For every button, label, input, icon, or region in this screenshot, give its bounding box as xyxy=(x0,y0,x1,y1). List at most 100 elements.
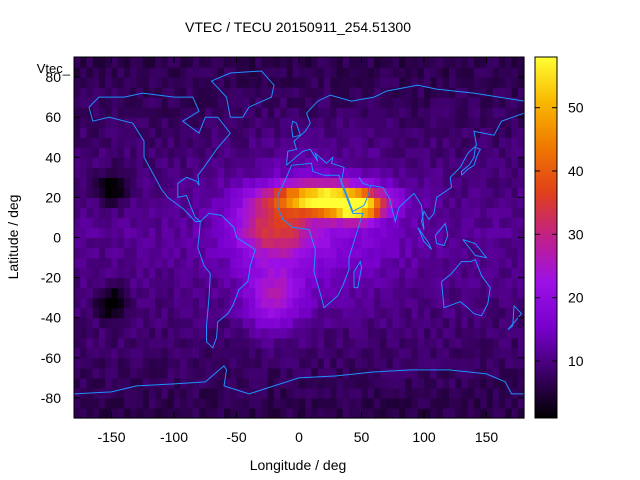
heatmap-cell xyxy=(167,267,175,279)
heatmap-cell xyxy=(267,187,275,198)
heatmap-cell xyxy=(236,147,244,158)
heatmap-cell xyxy=(180,137,188,148)
heatmap-cell xyxy=(386,137,394,148)
heatmap-cell xyxy=(299,247,306,259)
heatmap-cell xyxy=(442,407,450,419)
heatmap-cell xyxy=(467,347,475,359)
heatmap-cell xyxy=(130,287,138,299)
heatmap-cell xyxy=(474,97,481,108)
heatmap-cell xyxy=(505,337,513,349)
heatmap-cell xyxy=(399,247,406,259)
heatmap-cell xyxy=(461,177,469,188)
heatmap-cell xyxy=(374,377,381,389)
heatmap-cell xyxy=(499,67,506,78)
heatmap-cell xyxy=(449,147,456,158)
heatmap-cell xyxy=(474,227,481,239)
heatmap-cell xyxy=(399,397,406,409)
heatmap-cell xyxy=(305,57,313,68)
heatmap-cell xyxy=(442,167,450,178)
heatmap-cell xyxy=(474,137,481,148)
heatmap-cell xyxy=(330,137,338,148)
heatmap-cell xyxy=(492,397,500,409)
heatmap-cell xyxy=(349,127,356,138)
heatmap-cell xyxy=(280,357,288,369)
heatmap-cell xyxy=(361,87,369,98)
heatmap-cell xyxy=(292,277,300,289)
heatmap-cell xyxy=(455,67,463,78)
heatmap-cell xyxy=(317,237,325,249)
heatmap-cell xyxy=(474,287,481,299)
heatmap-cell xyxy=(280,137,288,148)
heatmap-cell xyxy=(167,147,175,158)
heatmap-cell xyxy=(461,157,469,168)
heatmap-cell xyxy=(324,167,331,178)
heatmap-cell xyxy=(99,217,106,229)
heatmap-cell xyxy=(236,407,244,419)
heatmap-cell xyxy=(149,117,156,128)
heatmap-cell xyxy=(211,167,219,178)
heatmap-cell xyxy=(392,107,400,118)
heatmap-cell xyxy=(92,167,100,178)
heatmap-cell xyxy=(286,377,294,389)
heatmap-cell xyxy=(355,217,363,229)
heatmap-cell xyxy=(117,217,125,229)
heatmap-cell xyxy=(199,197,206,209)
heatmap-cell xyxy=(280,227,288,239)
heatmap-cell xyxy=(361,77,369,88)
heatmap-cell xyxy=(224,87,231,98)
heatmap-cell xyxy=(180,367,188,379)
heatmap-cell xyxy=(99,337,106,349)
heatmap-cell xyxy=(292,137,300,148)
heatmap-cell xyxy=(211,197,219,209)
heatmap-cell xyxy=(130,187,138,198)
heatmap-cell xyxy=(392,397,400,409)
heatmap-cell xyxy=(261,257,269,269)
heatmap-cell xyxy=(305,147,313,158)
heatmap-cell xyxy=(511,77,519,88)
heatmap-cell xyxy=(455,157,463,168)
heatmap-cell xyxy=(267,157,275,168)
heatmap-cell xyxy=(124,237,131,249)
heatmap-cell xyxy=(349,107,356,118)
heatmap-cell xyxy=(417,57,425,68)
heatmap-cell xyxy=(174,347,181,359)
heatmap-cell xyxy=(80,367,88,379)
heatmap-cell xyxy=(517,387,525,399)
heatmap-cell xyxy=(155,67,163,78)
heatmap-cell xyxy=(180,117,188,128)
heatmap-cell xyxy=(80,297,88,309)
heatmap-cell xyxy=(292,217,300,229)
heatmap-cell xyxy=(167,107,175,118)
heatmap-cell xyxy=(517,227,525,239)
heatmap-cells xyxy=(74,57,525,419)
heatmap-cell xyxy=(142,327,150,339)
heatmap-cell xyxy=(399,307,406,319)
heatmap-cell xyxy=(217,167,225,178)
heatmap-cell xyxy=(161,307,169,319)
heatmap-cell xyxy=(286,217,294,229)
heatmap-cell xyxy=(486,347,494,359)
heatmap-cell xyxy=(411,387,419,399)
heatmap-cell xyxy=(242,357,250,369)
heatmap-cell xyxy=(392,167,400,178)
heatmap-cell xyxy=(236,347,244,359)
heatmap-cell xyxy=(374,337,381,349)
heatmap-cell xyxy=(292,197,300,209)
heatmap-cell xyxy=(386,247,394,259)
heatmap-cell xyxy=(411,297,419,309)
heatmap-cell xyxy=(242,237,250,249)
heatmap-cell xyxy=(424,147,431,158)
heatmap-cell xyxy=(374,197,381,209)
heatmap-cell xyxy=(330,177,338,188)
heatmap-cell xyxy=(180,67,188,78)
heatmap-cell xyxy=(249,77,256,88)
heatmap-cell xyxy=(117,117,125,128)
heatmap-cell xyxy=(517,187,525,198)
heatmap-cell xyxy=(236,267,244,279)
heatmap-cell xyxy=(405,127,413,138)
heatmap-cell xyxy=(474,297,481,309)
heatmap-cell xyxy=(199,237,206,249)
heatmap-cell xyxy=(167,317,175,329)
heatmap-cell xyxy=(167,127,175,138)
heatmap-cell xyxy=(236,77,244,88)
